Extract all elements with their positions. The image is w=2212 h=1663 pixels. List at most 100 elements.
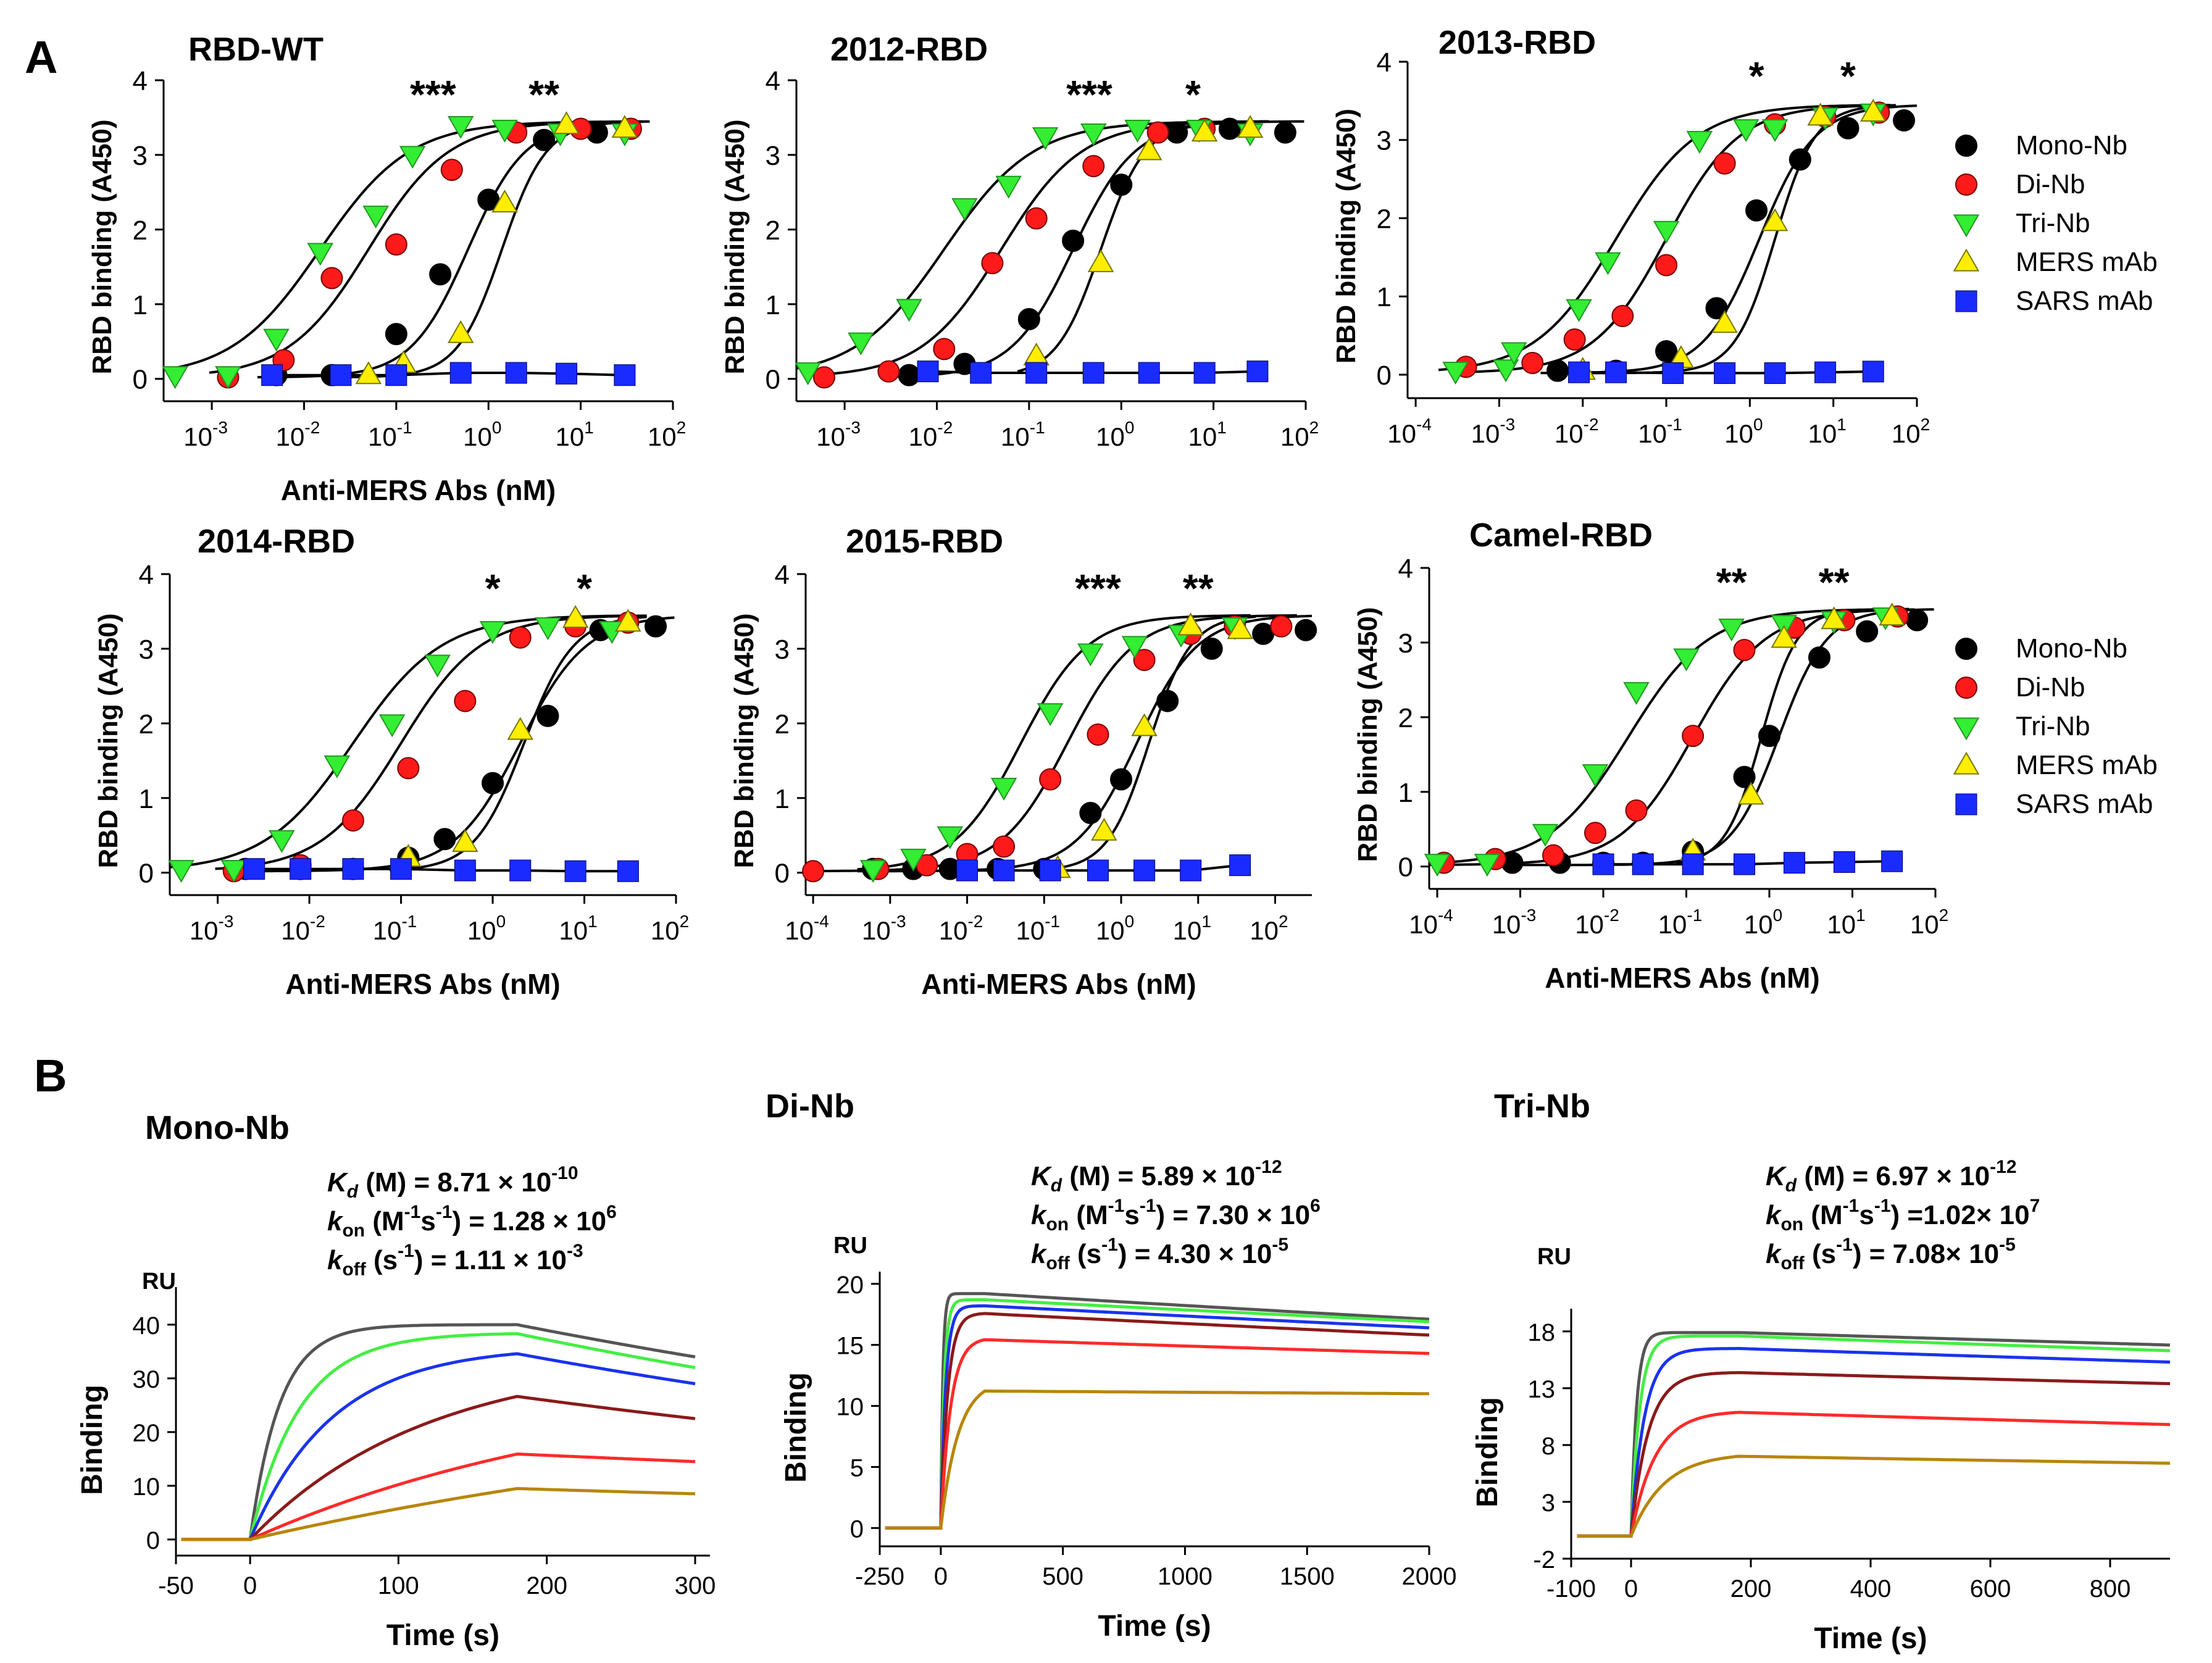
data-point-mono-nb (1893, 109, 1916, 132)
data-point-mono-nb (536, 704, 559, 727)
data-point-tri-nb (1424, 854, 1451, 877)
x-tick-label: 100 (467, 912, 506, 945)
data-point-di-nb (1542, 844, 1565, 867)
data-point-di-nb (1584, 822, 1606, 844)
x-tick-label: 2000 (1402, 1563, 1457, 1590)
y-unit: RU (833, 1233, 867, 1259)
data-point-tri-nb (378, 714, 406, 738)
data-point-sars-mab (1862, 361, 1884, 383)
x-tick-label: 100 (463, 418, 501, 451)
y-tick-label: 18 (1528, 1319, 1556, 1346)
data-point-sars-mab (614, 364, 636, 386)
x-tick-label: 10-3 (1492, 906, 1537, 939)
data-point-sars-mab (555, 362, 577, 385)
data-point-mono-nb (1062, 230, 1085, 252)
data-point-di-nb (320, 267, 343, 290)
data-point-di-nb (1082, 155, 1105, 178)
data-point-mers-mab (1237, 115, 1264, 138)
data-point-di-nb (933, 338, 956, 361)
y-tick-label: 3 (1377, 126, 1392, 156)
x-tick-label: 100 (1096, 418, 1134, 451)
legend-label: Mono-Nb (2016, 130, 2127, 160)
y-tick-label: 0 (146, 1527, 160, 1554)
fit-curve-di-nb (1448, 104, 1896, 374)
dose-response-plot-4: 2014-RBD 0 1 2 3 4 10-3 10-2 10-1 100 101 102 RBD bi… (93, 523, 689, 1000)
data-point-mono-nb (898, 364, 920, 386)
data-point-mers-mab (1191, 119, 1218, 142)
significance-green: *** (410, 72, 456, 117)
data-point-di-nb (1039, 768, 1062, 791)
trace-c4 (181, 1394, 696, 1541)
data-point-di-nb (1087, 723, 1109, 746)
data-point-sars-mab (1592, 853, 1614, 875)
x-tick-label: 10-2 (1555, 415, 1599, 448)
data-point-di-nb (1521, 351, 1544, 374)
data-point-mers-mab (1771, 625, 1797, 648)
data-point-tri-nb (896, 299, 922, 322)
y-tick-label: 4 (775, 560, 790, 590)
kd-value: Kd (M) = 5.89 × 10-12 (1031, 1157, 1282, 1196)
x-tick-label: 0 (1624, 1575, 1638, 1603)
data-point-sars-mab (385, 364, 407, 386)
data-point-sars-mab (1632, 853, 1654, 875)
x-tick-label: 10-2 (276, 418, 320, 451)
y-tick-label: 0 (1377, 361, 1392, 391)
data-point-sars-mab (1568, 361, 1590, 383)
x-tick-label: 101 (1827, 906, 1865, 939)
data-point-sars-mab (564, 860, 586, 882)
x-tick-label: 100 (1724, 415, 1763, 448)
y-tick-label: -2 (1533, 1546, 1555, 1573)
x-tick-label: -250 (855, 1563, 904, 1590)
kd-value: Kd (M) = 8.71 × 10-10 (327, 1163, 578, 1202)
y-tick-label: 4 (766, 66, 780, 96)
significance-green: *** (1075, 566, 1121, 611)
data-point-di-nb (1625, 799, 1648, 822)
y-tick-label: 3 (775, 635, 790, 665)
legend-label: MERS mAb (2016, 247, 2158, 277)
x-tick-label: 0 (243, 1572, 257, 1599)
trace-c1 (885, 1292, 1430, 1530)
fit-curve-tri-nb (169, 614, 631, 869)
data-point-sars-mab (970, 362, 992, 384)
y-tick-label: 0 (766, 365, 780, 395)
data-point-mono-nb (482, 772, 504, 794)
x-tick-label: 101 (1808, 415, 1847, 448)
data-point-mers-mab (1821, 606, 1847, 630)
data-point-di-nb (509, 626, 532, 649)
legend-marker-mono-nb (1955, 135, 1977, 157)
data-point-tri-nb (535, 617, 561, 641)
data-point-tri-nb (1582, 764, 1609, 787)
data-point-sars-mab (449, 362, 472, 384)
legend-marker-mers-mab (1953, 248, 1980, 272)
data-point-mers-mab (611, 115, 638, 138)
data-point-mers-mab (1859, 98, 1887, 122)
data-point-mers-mab (1131, 713, 1158, 736)
x-tick-label: 101 (559, 912, 597, 945)
y-axis-title: Binding (780, 1372, 812, 1483)
kon-value: kon (M-1s-1) =1.02× 107 (1766, 1196, 2040, 1235)
data-point-di-nb (1146, 121, 1169, 144)
y-tick-label: 4 (1377, 48, 1392, 78)
y-tick-label: 4 (1398, 554, 1413, 584)
data-point-tri-nb (1474, 854, 1501, 877)
data-point-tri-nb (162, 366, 188, 390)
legend-label: Di-Nb (2016, 672, 2085, 702)
data-point-mono-nb (1110, 768, 1133, 791)
data-point-tri-nb (1566, 299, 1592, 322)
dose-response-plot-6: Camel-RBD 0 1 2 3 4 10-4 10-3 10-2 10-1 100 101 102 R… (1353, 517, 2158, 994)
y-tick-label: 4 (139, 560, 154, 590)
fit-curve-tri-nb (1429, 608, 1903, 865)
x-tick-label: 200 (1730, 1575, 1772, 1603)
x-axis-title: Anti-MERS Abs (nM) (1545, 962, 1819, 994)
data-point-tri-nb (1500, 342, 1527, 365)
data-point-sars-mab (1833, 851, 1855, 873)
data-point-sars-mab (1605, 361, 1627, 383)
x-tick-label: 800 (2090, 1575, 2131, 1603)
y-axis-title: RBD binding (A450) (1331, 109, 1361, 364)
data-point-sars-mab (342, 858, 364, 880)
data-point-sars-mab (1082, 362, 1104, 384)
data-point-sars-mab (1714, 362, 1736, 384)
data-point-di-nb (1025, 207, 1048, 230)
data-point-mono-nb (1906, 609, 1929, 631)
x-tick-label: 600 (1970, 1575, 2011, 1603)
